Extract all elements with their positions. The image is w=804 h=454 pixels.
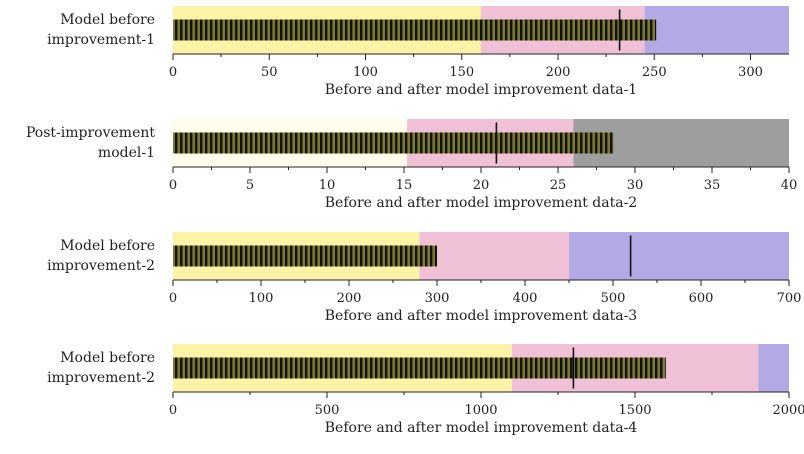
- x-tick-label: 100: [249, 291, 274, 306]
- category-label-line-2: improvement-2: [47, 370, 155, 386]
- category-label-line-1: Model before: [60, 350, 155, 366]
- x-tick-label: 1000: [464, 403, 497, 418]
- x-tick-label: 50: [261, 65, 278, 80]
- x-tick-label: 25: [550, 178, 567, 193]
- category-label-line-1: Model before: [60, 12, 155, 28]
- x-tick-label: 200: [546, 65, 571, 80]
- x-tick-label: 500: [601, 291, 626, 306]
- x-axis-title: Before and after model improvement data-…: [325, 420, 638, 436]
- range-band-3: [644, 6, 789, 54]
- category-label-line-2: improvement-2: [47, 258, 155, 274]
- x-tick-label: 10: [319, 178, 336, 193]
- x-axis-title: Before and after model improvement data-…: [325, 195, 637, 211]
- x-tick-label: 40: [781, 178, 798, 193]
- x-axis-title: Before and after model improvement data-…: [325, 308, 637, 324]
- x-tick-label: 150: [449, 65, 474, 80]
- x-tick-label: 300: [425, 291, 450, 306]
- x-tick-label: 700: [777, 291, 802, 306]
- x-tick-label: 300: [738, 65, 763, 80]
- range-band-2: [419, 232, 569, 280]
- x-tick-label: 0: [169, 403, 177, 418]
- x-tick-label: 400: [513, 291, 538, 306]
- x-tick-label: 0: [169, 178, 177, 193]
- x-tick-label: 0: [169, 291, 177, 306]
- x-tick-label: 15: [396, 178, 413, 193]
- category-label-line-1: Post-improvement: [26, 125, 155, 141]
- measure-bar: [173, 19, 657, 41]
- measure-bar: [173, 357, 666, 379]
- x-tick-label: 35: [704, 178, 721, 193]
- x-tick-label: 1500: [618, 403, 651, 418]
- x-tick-label: 5: [246, 178, 254, 193]
- x-tick-label: 600: [689, 291, 714, 306]
- x-axis-title: Before and after model improvement data-…: [325, 82, 637, 98]
- x-tick-label: 0: [169, 65, 177, 80]
- x-tick-label: 30: [627, 178, 644, 193]
- measure-bar: [173, 132, 614, 154]
- x-tick-label: 100: [353, 65, 378, 80]
- range-band-3: [758, 344, 789, 392]
- category-label-line-2: improvement-1: [47, 32, 155, 48]
- x-tick-label: 500: [315, 403, 340, 418]
- measure-bar: [173, 245, 437, 267]
- category-label-line-2: model-1: [98, 145, 155, 161]
- range-band-3: [569, 232, 789, 280]
- x-tick-label: 250: [642, 65, 667, 80]
- x-tick-label: 20: [473, 178, 490, 193]
- category-label-line-1: Model before: [60, 238, 155, 254]
- x-tick-label: 2000: [772, 403, 804, 418]
- x-tick-label: 200: [337, 291, 362, 306]
